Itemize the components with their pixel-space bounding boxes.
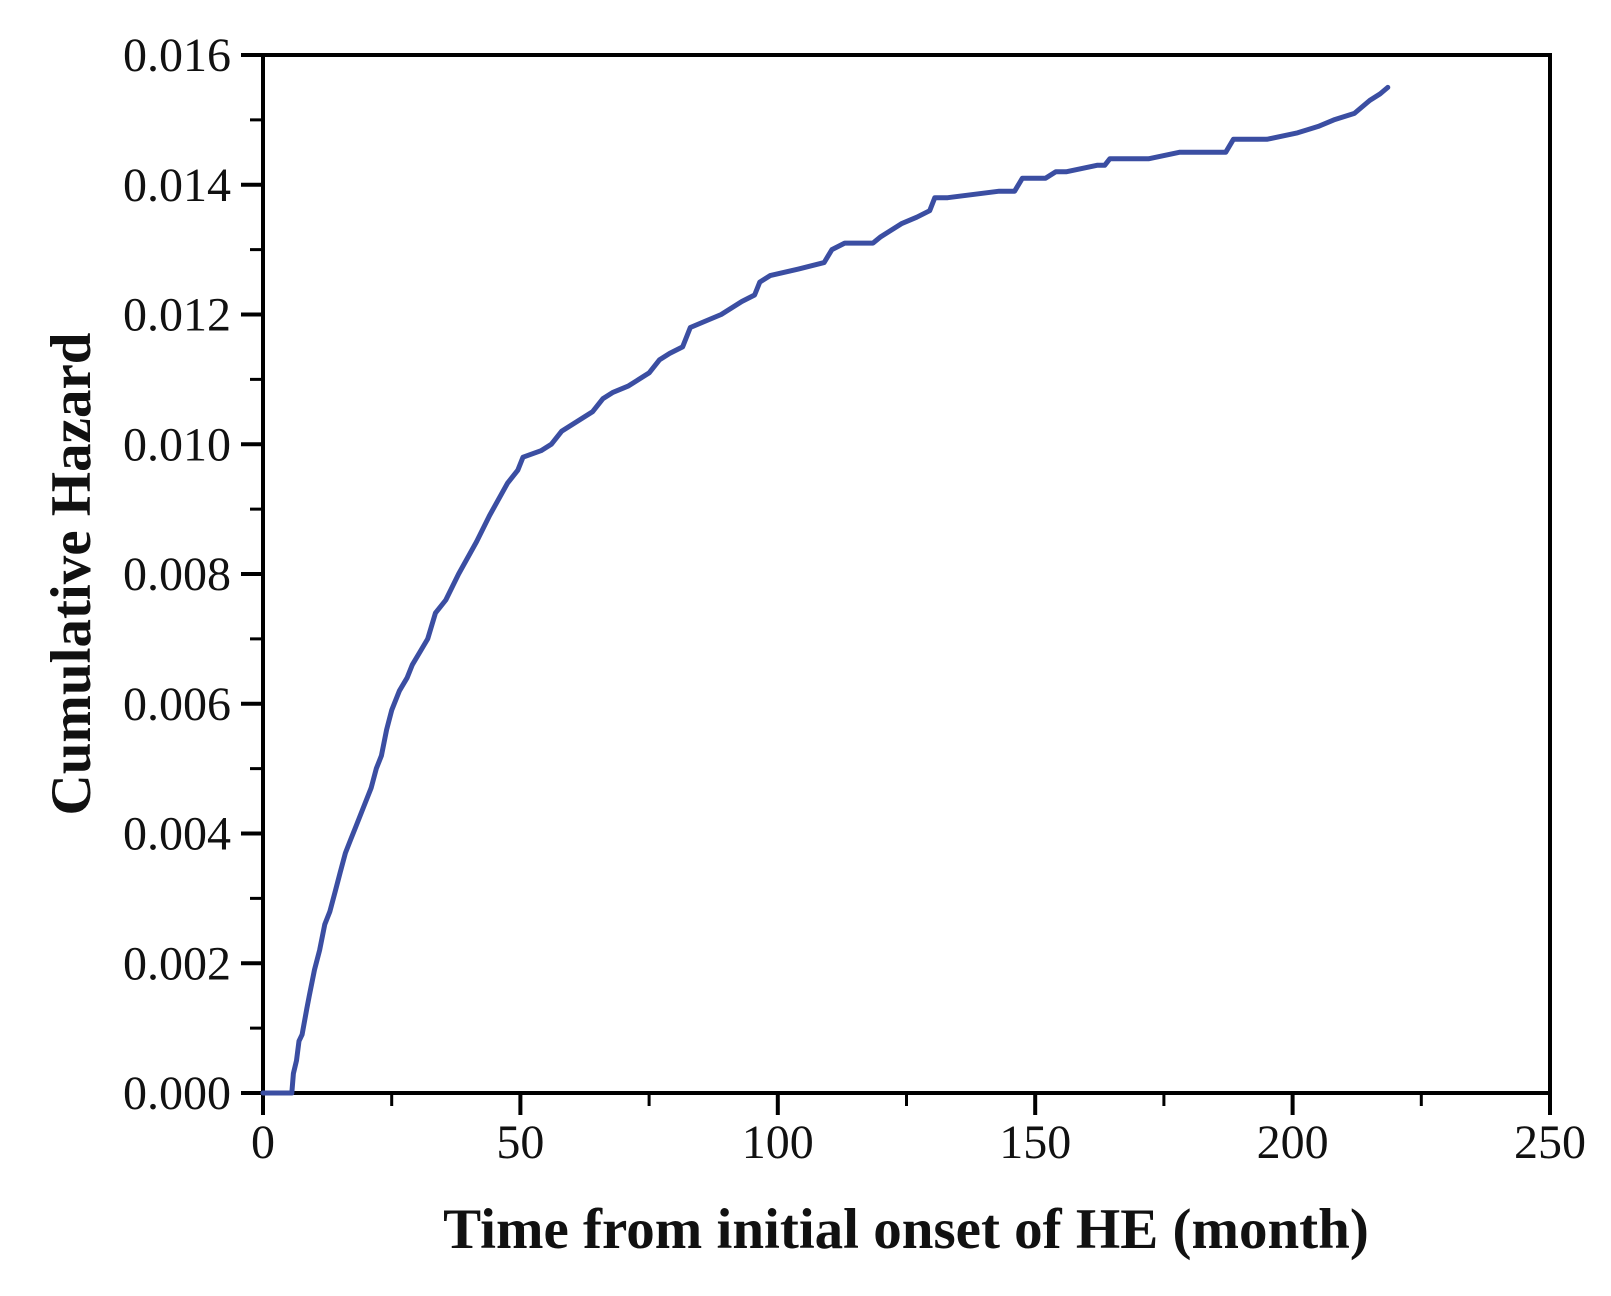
y-tick-label: 0.008: [123, 548, 231, 601]
y-tick-label: 0.002: [123, 937, 231, 990]
tick-labels-layer: 0 50 100 150 200 250 0.000 0.002 0.004 0.006 0.008…: [123, 29, 1586, 1169]
x-tick-label: 0: [251, 1116, 275, 1169]
x-axis-title: Time from initial onset of HE (month): [443, 1198, 1369, 1261]
y-tick-label: 0.004: [123, 808, 231, 861]
y-tick-label: 0.016: [123, 29, 231, 82]
cumulative-hazard-curve: [260, 84, 1391, 1096]
x-tick-label: 150: [999, 1116, 1071, 1169]
y-tick-label: 0.012: [123, 289, 231, 342]
x-tick-label: 200: [1257, 1116, 1329, 1169]
y-tick-label: 0.006: [123, 678, 231, 731]
y-tick-label: 0.010: [123, 418, 231, 471]
y-tick-label: 0.014: [123, 159, 231, 212]
series-layer: [260, 84, 1391, 1096]
axis-ticks-layer: [241, 53, 1552, 1115]
x-tick-label: 100: [742, 1116, 814, 1169]
y-tick-label: 0.000: [123, 1067, 231, 1120]
x-tick-label: 250: [1514, 1116, 1586, 1169]
x-tick-label: 50: [496, 1116, 544, 1169]
y-axis-title: Cumulative Hazard: [40, 332, 103, 815]
